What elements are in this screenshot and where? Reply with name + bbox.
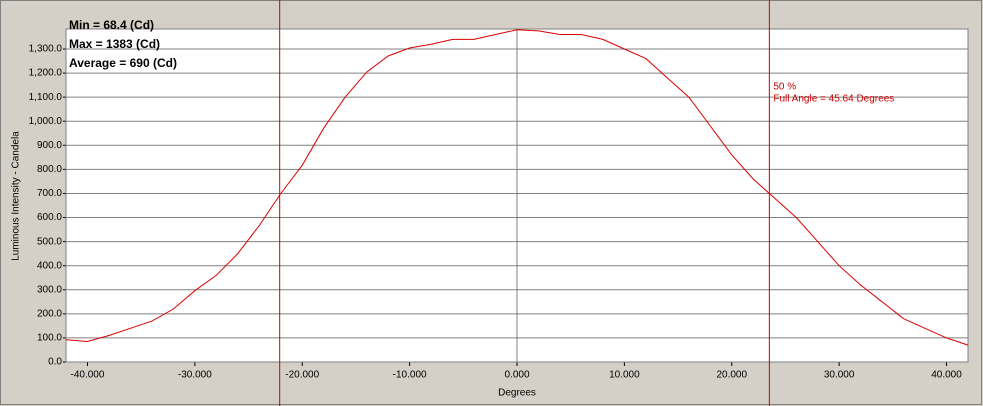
y-tick-label: 500.0: [37, 236, 62, 247]
x-tick-label: 0.000: [504, 370, 529, 381]
y-tick-label: 300.0: [37, 284, 62, 295]
y-tick-label: 800.0: [37, 164, 62, 175]
y-tick-label: 0.0: [48, 357, 62, 368]
x-tick-label: -20.000: [285, 370, 319, 381]
plot-border: [65, 28, 969, 363]
x-tick-label: 10.000: [609, 370, 640, 381]
y-tick-label: 200.0: [37, 308, 62, 319]
stat-text: Average = 690 (Cd): [69, 56, 177, 70]
y-tick-label: 1,200.0: [29, 68, 63, 79]
annotation: 50 %: [773, 82, 796, 93]
y-tick-label: 900.0: [37, 140, 62, 151]
y-tick-label: 1,000.0: [29, 116, 63, 127]
x-tick-label: 20.000: [716, 370, 747, 381]
y-tick-label: 1,300.0: [29, 44, 63, 55]
stat-text: Min = 68.4 (Cd): [69, 18, 154, 32]
y-tick-label: 1,100.0: [29, 92, 63, 103]
y-tick-label: 600.0: [37, 212, 62, 223]
x-tick-label: -40.000: [71, 370, 105, 381]
y-tick-label: 700.0: [37, 188, 62, 199]
x-tick-label: 40.000: [931, 370, 962, 381]
y-axis-title: Luminous Intensity - Candela: [11, 131, 22, 261]
y-tick-label: 100.0: [37, 333, 62, 344]
annotation: Full Angle = 45.64 Degrees: [773, 94, 894, 105]
x-tick-label: -30.000: [178, 370, 212, 381]
x-tick-label: -10.000: [393, 370, 427, 381]
stat-text: Max = 1383 (Cd): [69, 37, 160, 51]
x-tick-label: 30.000: [824, 370, 855, 381]
x-axis-title: Degrees: [498, 388, 536, 399]
y-tick-label: 400.0: [37, 260, 62, 271]
curve: [65, 29, 969, 346]
